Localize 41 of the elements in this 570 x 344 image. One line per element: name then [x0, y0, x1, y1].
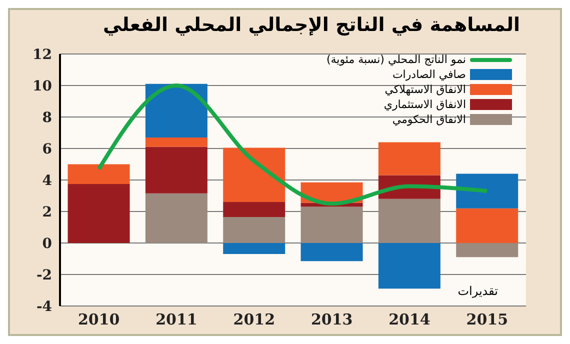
y-tick-label: 4 — [42, 172, 52, 189]
line-series — [96, 84, 490, 206]
bar — [223, 202, 286, 218]
x-tick-label: 2014 — [388, 310, 430, 329]
x-tick-label: 2015 — [466, 310, 508, 329]
y-tick-label: 10 — [32, 78, 52, 94]
bar — [145, 137, 208, 147]
x-tick-label: 2010 — [78, 310, 120, 329]
annotation: تقديرات — [458, 284, 498, 298]
bar — [456, 208, 518, 243]
x-tick-label: 2013 — [310, 310, 353, 329]
bar — [145, 193, 208, 243]
bar — [68, 164, 130, 184]
legend-label: صافي الصادرات — [392, 67, 466, 82]
x-tick-label: 2012 — [233, 310, 276, 329]
y-tick-label: -4 — [36, 298, 52, 315]
legend-label: الانفاق الحكومي — [392, 112, 466, 127]
bar — [456, 243, 518, 258]
y-tick-label: -2 — [36, 267, 52, 284]
bar — [145, 84, 208, 138]
legend-label: الانفاق الاستثماري — [384, 97, 466, 112]
y-tick-label: 2 — [42, 204, 52, 220]
y-tick-label: 0 — [42, 236, 52, 252]
bar — [378, 142, 440, 176]
bar — [378, 198, 440, 243]
y-tick-label: 8 — [42, 110, 52, 126]
bar — [145, 146, 208, 194]
chart-title: المساهمة في الناتج الإجمالي المحلي الفعلي — [102, 14, 520, 36]
y-tick-label: 6 — [42, 141, 52, 158]
y-tick-label: 12 — [32, 46, 52, 63]
bar — [300, 243, 363, 262]
bar — [68, 184, 130, 243]
legend-label: الانفاق الاستهلاكي — [384, 82, 466, 97]
x-tick-label: 2011 — [156, 310, 198, 329]
legend-label: نمو الناتج المحلي (نسبة مئوية) — [326, 52, 466, 67]
bar — [456, 174, 518, 208]
bar — [223, 148, 286, 202]
bar — [223, 243, 286, 254]
bar — [300, 206, 363, 243]
bar — [378, 243, 440, 289]
bar — [223, 217, 286, 243]
